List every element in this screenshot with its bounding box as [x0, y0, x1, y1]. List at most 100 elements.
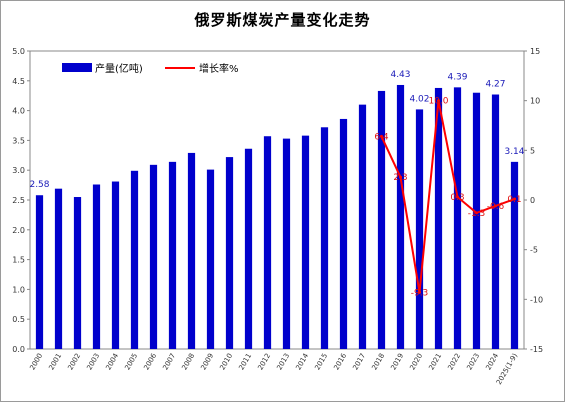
y-left-tick-label: 5.0 [12, 47, 25, 56]
bar-data-label: 4.02 [409, 94, 429, 104]
bar [320, 127, 329, 350]
x-tick-label: 2004 [104, 352, 120, 372]
bar [92, 184, 101, 349]
y-right-tick-label: 0 [530, 196, 535, 205]
bar [434, 87, 443, 350]
x-tick-label: 2010 [218, 352, 234, 371]
x-tick-label: 2021 [427, 352, 443, 371]
line-point [418, 290, 421, 294]
y-left-tick-label: 1.0 [12, 285, 25, 294]
bar [73, 197, 82, 349]
bar [206, 169, 215, 349]
line-data-label: -0.6 [487, 202, 505, 212]
y-left-tick-label: 3.0 [12, 166, 25, 175]
bar [396, 84, 405, 350]
bar [168, 161, 177, 349]
y-left-tick-label: 4.5 [12, 77, 25, 86]
x-tick-label: 2002 [66, 352, 82, 371]
bar [510, 161, 519, 349]
bar [187, 152, 196, 349]
y-left-tick-label: 2.5 [12, 196, 25, 205]
x-tick-label: 2006 [142, 352, 158, 372]
bar [339, 118, 348, 349]
x-tick-label: 2024 [484, 352, 500, 372]
legend: 产量(亿吨) 增长率% [62, 62, 239, 75]
bar [263, 136, 272, 349]
bar [225, 157, 234, 349]
x-tick-label: 2011 [237, 352, 253, 371]
y-axis-right: -15 -10 -5 0 5 10 15 [524, 47, 543, 354]
line-point [456, 195, 459, 199]
y-left-tick-label: 3.5 [12, 136, 25, 145]
bar [453, 87, 462, 349]
y-left-tick-label: 4.0 [12, 107, 25, 116]
line-data-label: 0.3 [450, 193, 464, 203]
x-tick-label: 2005 [123, 352, 139, 371]
bar [472, 92, 481, 349]
x-tick-label: 2019 [389, 352, 405, 371]
y-left-tick-label: 2.0 [12, 226, 25, 235]
bar [301, 135, 310, 349]
x-tick-label: 2014 [294, 352, 310, 372]
bar [282, 138, 291, 349]
bar-data-label: 4.27 [485, 80, 505, 90]
x-tick-label: 2016 [332, 352, 348, 372]
line-series: 6.4 2.3 -9.3 10.0 0.3 -1.3-0.60.1 [374, 97, 521, 299]
bar [244, 148, 253, 349]
x-tick-label: 2001 [47, 352, 63, 371]
bar [377, 90, 386, 349]
line-point [475, 211, 478, 215]
bar-data-label: 4.39 [447, 72, 467, 82]
line-point [437, 99, 440, 103]
x-tick-label: 2000 [28, 352, 44, 371]
x-tick-label: 2022 [446, 352, 462, 371]
x-tick-label: 2020 [408, 352, 424, 371]
x-tick-label: 2008 [180, 352, 196, 371]
legend-line-label: 增长率% [199, 62, 239, 75]
line-data-label: 10.0 [428, 97, 448, 107]
y-right-tick-label: -5 [530, 246, 538, 255]
x-tick-label: 2003 [85, 352, 101, 371]
x-axis: 2000 2001 2002 2003 2004 2005 2006 2007 2008 2009… [28, 352, 519, 387]
x-tick-label: 2009 [199, 352, 215, 371]
x-tick-label: 2007 [161, 352, 177, 371]
chart-title: 俄罗斯煤炭产量变化走势 [194, 11, 371, 29]
bar-data-label: 3.14 [504, 147, 524, 157]
line-data-label: 0.1 [507, 195, 521, 205]
bar [111, 181, 120, 349]
bar [54, 188, 63, 349]
x-tick-label: 2017 [351, 352, 367, 371]
bar-labels: 2.58 4.43 4.02 4.39 4.27 3.14 [29, 70, 524, 190]
x-tick-label: 2013 [275, 352, 291, 371]
growth-rate-line [380, 100, 515, 293]
legend-bar-swatch [62, 63, 92, 72]
bar [491, 94, 500, 350]
legend-bar-label: 产量(亿吨) [95, 62, 143, 75]
x-tick-label: 2018 [370, 352, 386, 371]
bar [35, 195, 44, 349]
line-point [494, 204, 497, 208]
y-right-tick-label: -10 [530, 295, 543, 304]
bar [358, 104, 367, 349]
x-tick-label: 2015 [313, 352, 329, 371]
line-data-label: -9.3 [411, 288, 429, 298]
bar-data-label: 4.43 [390, 70, 410, 80]
y-left-tick-label: 1.5 [12, 256, 25, 265]
line-data-label: -1.3 [468, 209, 486, 219]
x-tick-label: 2012 [256, 352, 272, 371]
y-left-tick-label: 0.5 [12, 315, 25, 324]
bar [415, 109, 424, 350]
bar-data-label: 2.58 [29, 180, 49, 190]
line-point [399, 175, 402, 179]
y-right-tick-label: 5 [530, 146, 535, 155]
line-point [380, 134, 383, 138]
y-right-tick-label: -15 [530, 345, 543, 354]
bar [130, 170, 139, 349]
line-data-label: 6.4 [374, 132, 389, 142]
y-axis-left: 0.0 0.5 1.0 1.5 2.0 2.5 3.0 3.5 4.0 4.5 5.0 [12, 47, 30, 354]
y-left-tick-label: 0.0 [12, 345, 25, 354]
x-tick-label: 2023 [465, 352, 481, 371]
line-point [513, 197, 516, 201]
y-right-tick-label: 10 [530, 97, 540, 106]
